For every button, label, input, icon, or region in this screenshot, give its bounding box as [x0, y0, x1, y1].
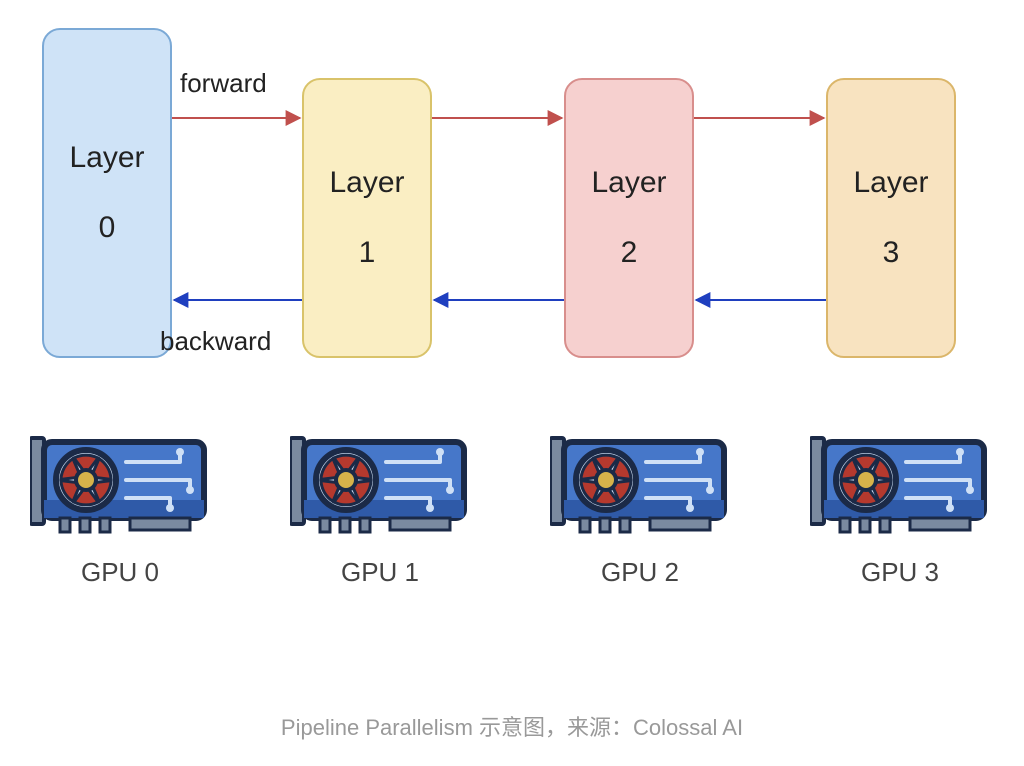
- layer-box-0: Layer 0: [42, 28, 172, 358]
- forward-label: forward: [180, 68, 267, 99]
- gpu-icon: [810, 432, 990, 542]
- gpu-1: GPU 1: [290, 432, 470, 588]
- caption: Pipeline Parallelism 示意图，来源：Colossal AI: [0, 710, 1024, 742]
- layer-title: Layer: [329, 166, 404, 200]
- layer-box-3: Layer 3: [826, 78, 956, 358]
- layer-title: Layer: [69, 141, 144, 175]
- layer-index: 3: [883, 236, 900, 270]
- layer-index: 0: [99, 211, 116, 245]
- layer-box-2: Layer 2: [564, 78, 694, 358]
- gpu-icon: [550, 432, 730, 542]
- gpu-3: GPU 3: [810, 432, 990, 588]
- layer-box-1: Layer 1: [302, 78, 432, 358]
- gpu-label: GPU 2: [550, 557, 730, 588]
- gpu-0: GPU 0: [30, 432, 210, 588]
- diagram-canvas: Layer 0 Layer 1 Layer 2 Layer 3 forward …: [0, 0, 1024, 766]
- gpu-label: GPU 1: [290, 557, 470, 588]
- gpu-label: GPU 3: [810, 557, 990, 588]
- gpu-icon: [30, 432, 210, 542]
- backward-label: backward: [160, 326, 271, 357]
- gpu-2: GPU 2: [550, 432, 730, 588]
- gpu-label: GPU 0: [30, 557, 210, 588]
- gpu-icon: [290, 432, 470, 542]
- layer-index: 2: [621, 236, 638, 270]
- layer-index: 1: [359, 236, 376, 270]
- layer-title: Layer: [591, 166, 666, 200]
- layer-title: Layer: [853, 166, 928, 200]
